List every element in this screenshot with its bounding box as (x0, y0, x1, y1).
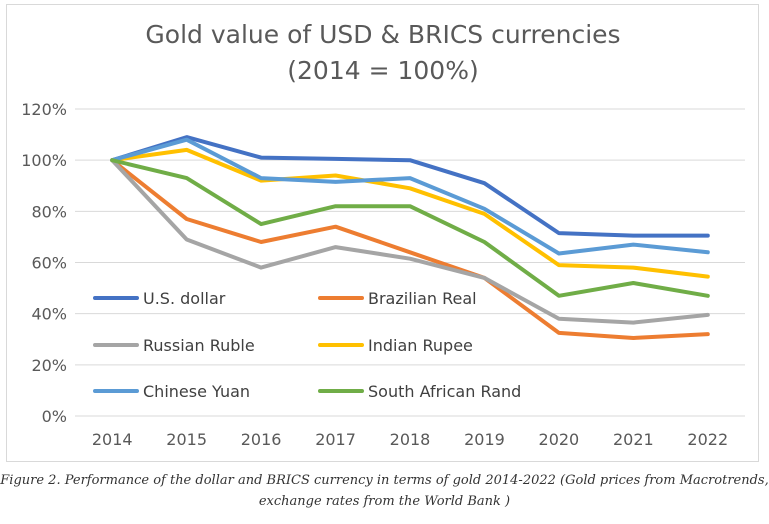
x-tick-label: 2015 (166, 430, 207, 449)
series-lines (110, 135, 710, 340)
y-tick-label: 0% (42, 407, 67, 426)
chart-subtitle: (2014 = 100%) (287, 56, 478, 85)
chart-title: Gold value of USD & BRICS currencies (145, 20, 620, 49)
y-tick-label: 60% (31, 254, 67, 273)
chart-frame: Gold value of USD & BRICS currencies (20… (6, 4, 759, 462)
series-line-chinese-yuan (110, 137, 710, 256)
x-tick-label: 2017 (315, 430, 356, 449)
x-tick-label: 2016 (241, 430, 282, 449)
x-axis: 2014 2015 2016 2017 2018 2019 2020 2021 2022 (92, 430, 728, 449)
x-tick-label: 2019 (464, 430, 505, 449)
legend-label-indian-rupee: Indian Rupee (368, 336, 473, 355)
series-line-south-african-rand (110, 158, 710, 298)
series-line-indian-rupee (110, 147, 710, 279)
y-tick-label: 80% (31, 202, 67, 221)
caption-line-2: exchange rates from the World Bank ) (258, 494, 511, 509)
y-tick-label: 20% (31, 356, 67, 375)
y-axis: 0% 20% 40% 60% 80% 100% 120% (21, 100, 67, 426)
legend-label-russian-ruble: Russian Ruble (143, 336, 255, 355)
legend-label-south-african-rand: South African Rand (368, 382, 521, 401)
legend-label-chinese-yuan: Chinese Yuan (143, 382, 250, 401)
legend: U.S. dollar Brazilian Real Russian Ruble In… (93, 289, 521, 401)
line-chart: Gold value of USD & BRICS currencies (20… (21, 20, 745, 449)
x-tick-label: 2018 (390, 430, 431, 449)
series-line-u-s-dollar (110, 135, 710, 238)
legend-label-brazilian-real: Brazilian Real (368, 289, 477, 308)
x-tick-label: 2020 (539, 430, 580, 449)
x-tick-label: 2014 (92, 430, 133, 449)
x-tick-label: 2022 (687, 430, 728, 449)
y-tick-label: 40% (31, 305, 67, 324)
gridlines (75, 108, 745, 417)
legend-label-u-s-dollar: U.S. dollar (143, 289, 226, 308)
series-line-russian-ruble (110, 158, 710, 325)
x-tick-label: 2021 (613, 430, 654, 449)
y-tick-label: 100% (21, 151, 67, 170)
caption-line-1: Figure 2. Performance of the dollar and … (0, 473, 769, 488)
y-tick-label: 120% (21, 100, 67, 119)
figure-caption: Figure 2. Performance of the dollar and … (0, 470, 769, 512)
series-line-brazilian-real (110, 158, 710, 340)
